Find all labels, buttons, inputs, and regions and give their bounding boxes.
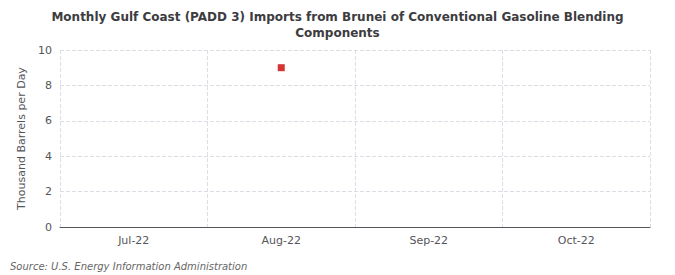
svg-text:Components: Components (295, 26, 380, 40)
svg-text:Jul-22: Jul-22 (117, 234, 149, 247)
svg-text:6: 6 (45, 114, 52, 127)
svg-text:Oct-22: Oct-22 (558, 234, 595, 247)
svg-text:Monthly Gulf Coast (PADD 3) Im: Monthly Gulf Coast (PADD 3) Imports from… (51, 10, 623, 24)
svg-text:4: 4 (45, 150, 52, 163)
svg-text:Sep-22: Sep-22 (409, 234, 448, 247)
svg-text:10: 10 (38, 44, 52, 57)
svg-text:Thousand Barrels per Day: Thousand Barrels per Day (15, 67, 28, 211)
svg-text:2: 2 (45, 185, 52, 198)
svg-text:8: 8 (45, 79, 52, 92)
svg-text:Source: U.S. Energy Informatio: Source: U.S. Energy Information Administ… (10, 261, 247, 272)
svg-text:Aug-22: Aug-22 (262, 234, 301, 247)
svg-text:0: 0 (45, 221, 52, 234)
